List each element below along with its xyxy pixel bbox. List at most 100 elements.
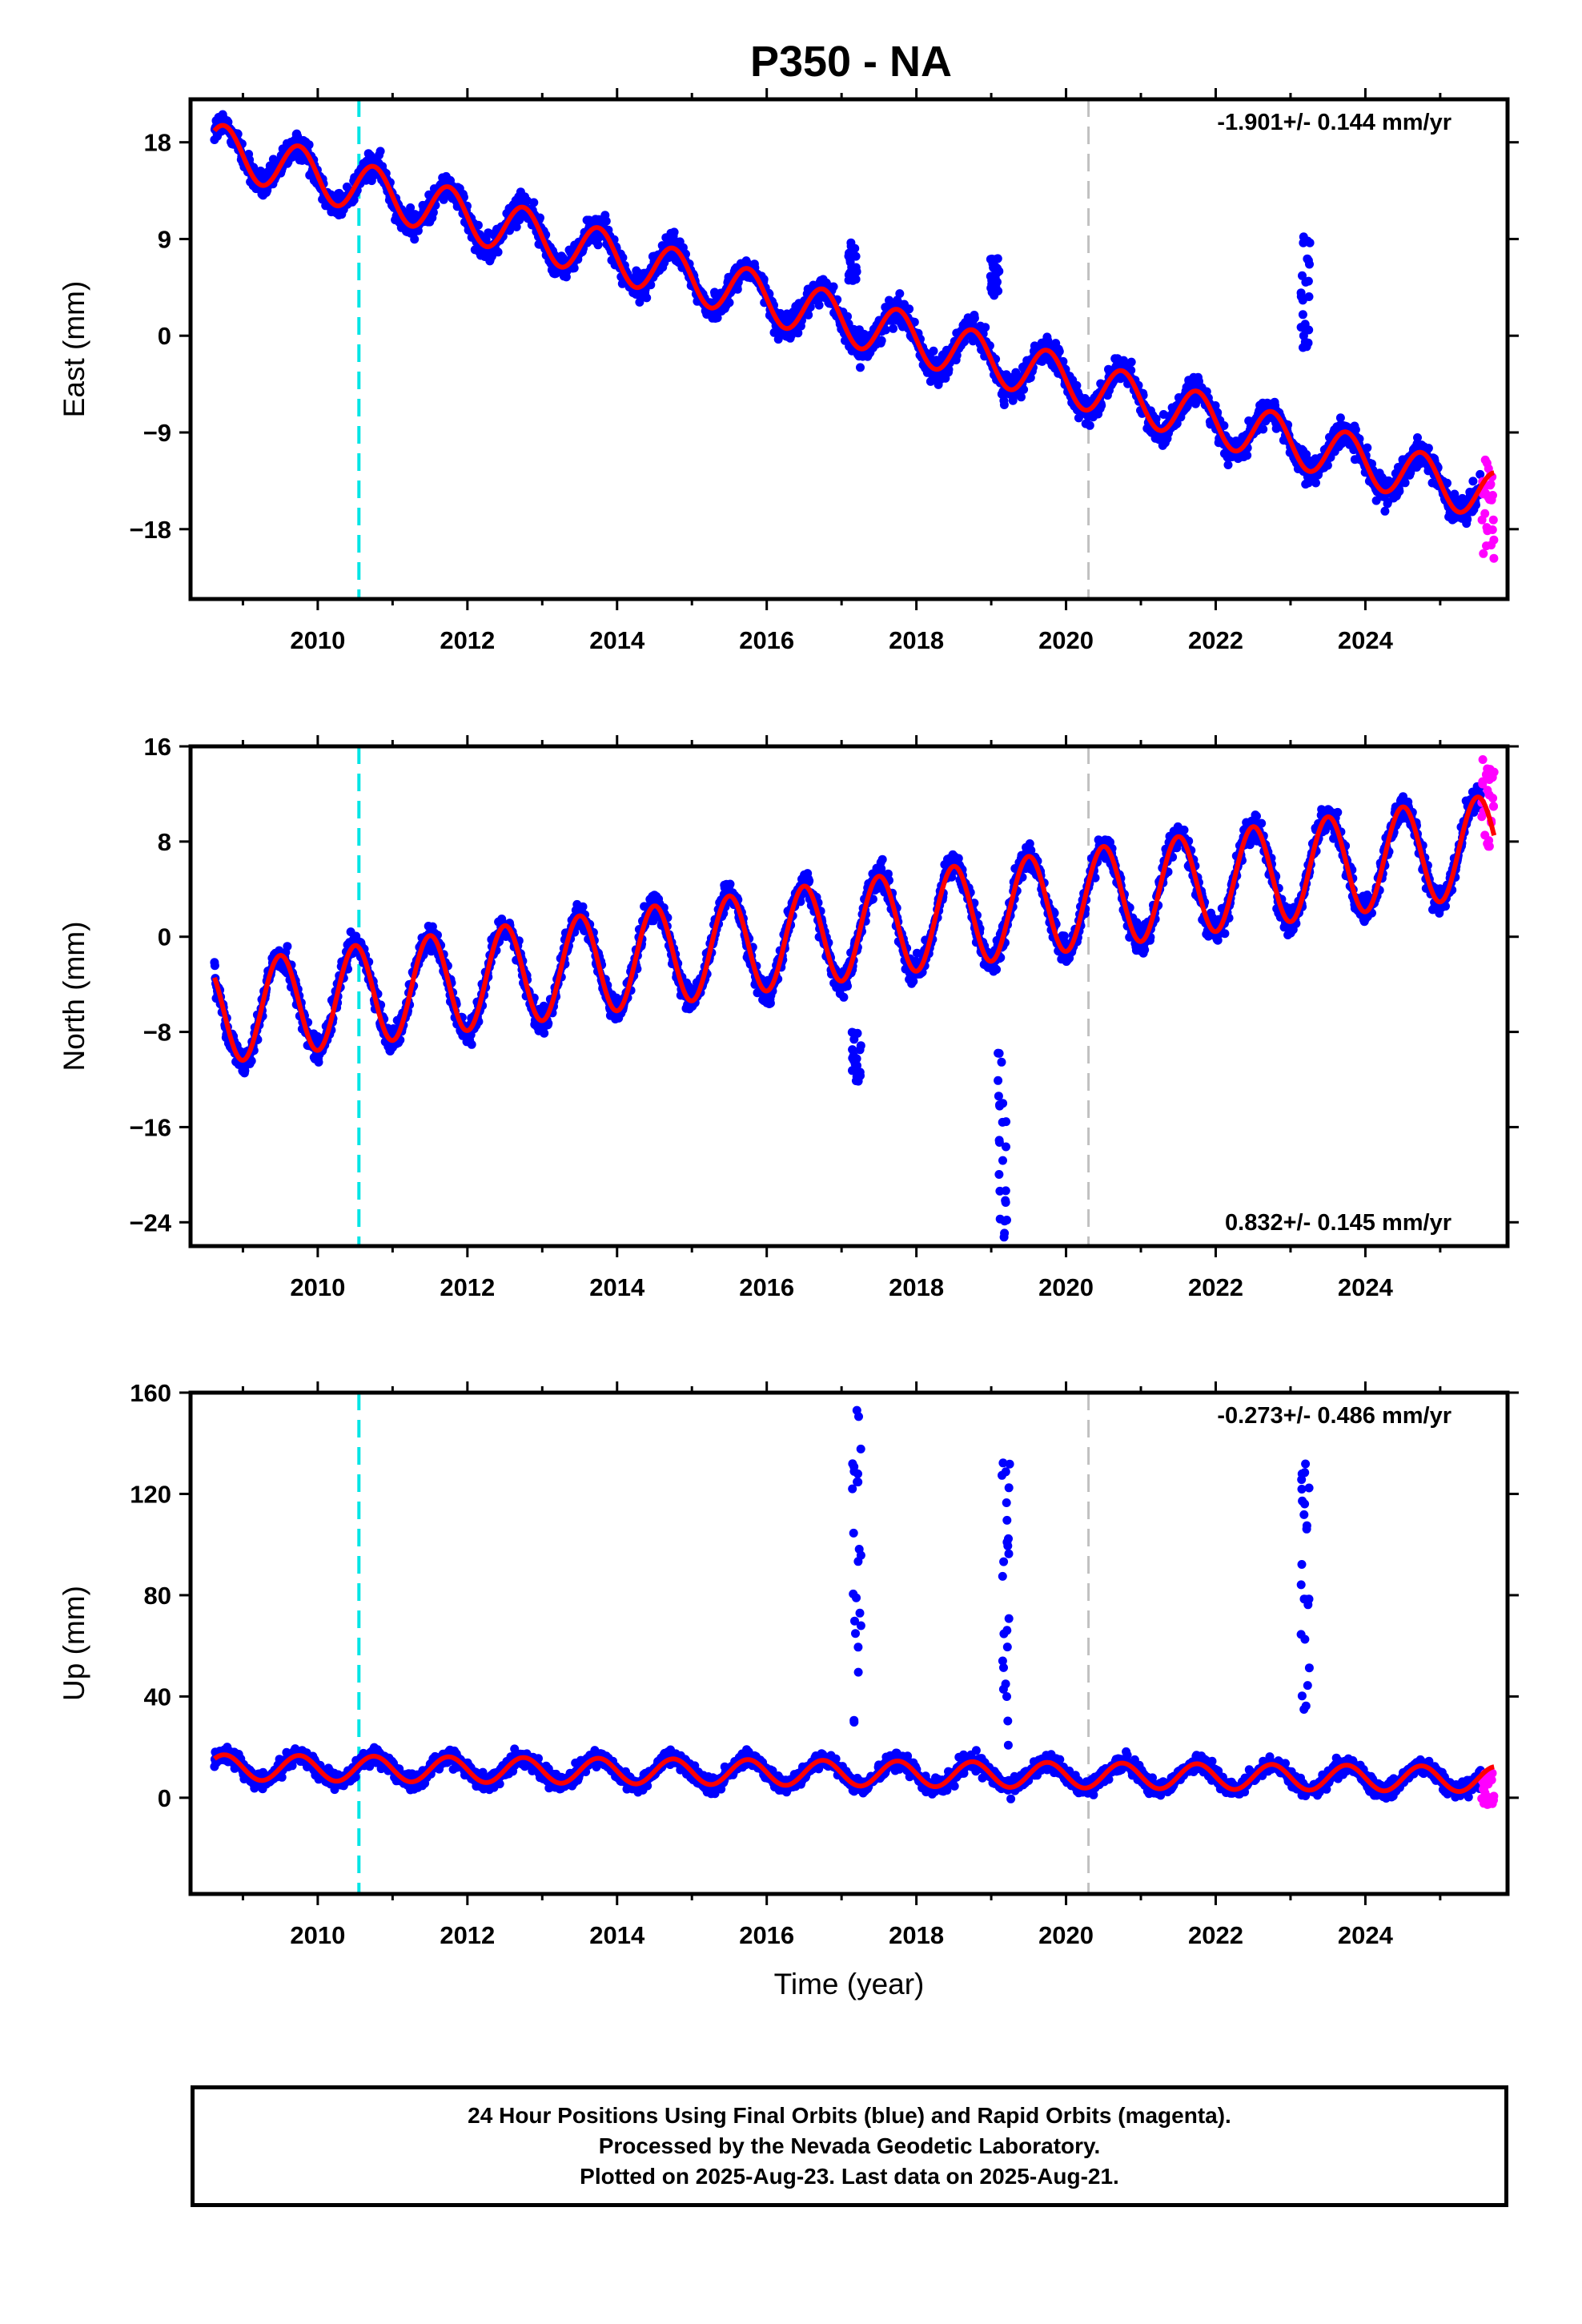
east-point — [804, 310, 813, 320]
east-point — [981, 323, 990, 332]
east-point — [814, 300, 824, 310]
east-point — [829, 282, 838, 292]
chart-title: P350 - NA — [750, 38, 952, 86]
east-rapid-point — [1488, 515, 1498, 525]
east-point — [1400, 478, 1410, 488]
east-point — [999, 400, 1009, 409]
north-point — [283, 942, 292, 951]
east-xtick-label: 2012 — [440, 626, 495, 654]
east-point — [642, 293, 652, 303]
east-outlier-point — [990, 291, 999, 300]
east-point — [1085, 420, 1094, 430]
north-point — [843, 981, 852, 991]
east-rapid-point — [1488, 491, 1497, 500]
east-outlier-point — [987, 279, 997, 289]
east-point — [1126, 365, 1136, 375]
east-ylabel: East (mm) — [58, 281, 90, 418]
east-rate-label: -1.901+/- 0.144 mm/yr — [1217, 110, 1452, 135]
east-point — [776, 308, 785, 318]
east-outlier-point — [1296, 292, 1306, 301]
east-xtick-label: 2010 — [290, 626, 345, 654]
east-point — [793, 328, 803, 338]
east-point — [1223, 460, 1233, 469]
east-point — [1151, 414, 1161, 424]
east-point — [493, 247, 503, 257]
east-point — [1335, 413, 1345, 423]
north-point — [765, 999, 775, 1008]
east-point — [406, 203, 416, 212]
north-final-orbit-points — [210, 782, 1486, 1242]
east-point — [512, 222, 521, 231]
east-point — [944, 364, 954, 374]
east-point — [889, 324, 898, 333]
east-rapid-point — [1477, 515, 1487, 525]
east-point — [1380, 506, 1390, 516]
east-panel: 2010 2012 2014 2016 2018 2020 2022 20241890−9−1… — [58, 88, 1519, 654]
east-point — [646, 280, 656, 290]
east-point — [304, 140, 314, 150]
east-rapid-point — [1482, 523, 1492, 533]
east-point — [1243, 451, 1252, 460]
east-outlier-point — [1301, 277, 1311, 287]
north-point — [725, 879, 735, 889]
east-ytick-label: 18 — [144, 129, 171, 157]
east-point — [1423, 444, 1433, 453]
east-point — [601, 216, 611, 226]
east-point — [877, 336, 886, 345]
north-point — [839, 992, 849, 1002]
east-point — [529, 198, 539, 207]
east-plot-area — [210, 99, 1499, 599]
north-point — [210, 961, 219, 971]
east-point — [713, 313, 722, 323]
east-rapid-point — [1489, 553, 1499, 563]
east-ytick-label: 9 — [158, 225, 171, 253]
east-ytick-label: −9 — [143, 419, 171, 447]
east-point — [473, 220, 483, 230]
east-point — [1054, 347, 1064, 356]
east-point — [1363, 443, 1372, 452]
east-point — [1351, 425, 1360, 434]
east-xtick-label: 2022 — [1188, 626, 1243, 654]
east-rapid-point — [1480, 455, 1490, 464]
east-point — [1097, 400, 1106, 410]
north-point — [467, 1039, 476, 1049]
east-point — [1072, 380, 1082, 390]
east-point — [905, 304, 914, 314]
east-point — [1323, 460, 1332, 470]
east-point — [410, 235, 420, 244]
east-point — [733, 284, 742, 294]
east-point — [970, 313, 979, 323]
east-point — [569, 263, 579, 273]
east-outlier-point — [1298, 310, 1307, 320]
east-ytick-label: −18 — [129, 516, 171, 544]
east-point — [856, 363, 865, 372]
east-point — [895, 289, 905, 299]
east-ytick-label: 0 — [158, 322, 171, 350]
east-outlier-point — [844, 275, 853, 285]
north-point — [877, 854, 887, 864]
east-point — [1463, 515, 1472, 525]
east-outlier-point — [851, 263, 861, 272]
east-point — [929, 346, 938, 356]
east-xtick-label: 2016 — [739, 626, 794, 654]
east-outlier-point — [846, 242, 856, 251]
east-point — [593, 240, 603, 250]
east-point — [843, 312, 852, 321]
east-outlier-point — [1301, 326, 1311, 335]
east-point — [428, 207, 438, 217]
east-point — [881, 325, 890, 335]
east-point — [725, 298, 734, 308]
east-rapid-point — [1485, 480, 1495, 490]
east-point — [1395, 486, 1404, 496]
east-outlier-point — [1299, 343, 1307, 352]
north-plot-area — [210, 746, 1499, 1246]
east-outlier-point — [989, 263, 998, 272]
north-panel: 2010 2012 2014 2016 2018 2020 2022 20241680−8−1… — [58, 733, 1519, 1301]
east-point — [1311, 478, 1320, 488]
east-outlier-point — [987, 271, 997, 281]
east-outlier-point — [845, 255, 855, 264]
north-point — [578, 902, 588, 911]
east-outlier-point — [1303, 254, 1312, 263]
east-outlier-point — [1299, 232, 1308, 242]
